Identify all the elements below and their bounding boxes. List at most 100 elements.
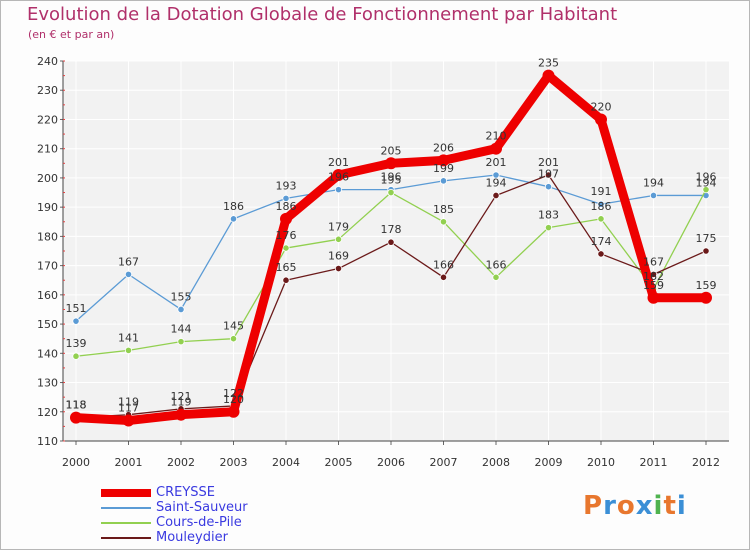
data-label: 194: [486, 176, 507, 189]
data-point: [544, 183, 553, 191]
data-label: 179: [328, 220, 349, 233]
data-point: [177, 305, 185, 314]
data-point: [227, 405, 240, 418]
data-point: [72, 317, 80, 325]
data-point: [280, 212, 292, 225]
data-label: 120: [223, 393, 244, 406]
data-label: 166: [486, 258, 507, 271]
data-point: [332, 169, 345, 181]
data-point: [124, 270, 133, 278]
data-point: [490, 142, 502, 155]
x-tick-label: 2012: [692, 456, 720, 469]
data-label: 195: [381, 174, 402, 187]
data-label: 155: [171, 290, 192, 303]
data-point: [70, 411, 82, 424]
data-label: 185: [433, 203, 454, 216]
data-point: [334, 186, 343, 194]
y-tick-label: 110: [37, 435, 58, 448]
data-point: [544, 171, 553, 179]
data-label: 166: [433, 258, 454, 271]
data-point: [439, 218, 448, 226]
data-label: 194: [696, 176, 717, 189]
legend-label: Cours-de-Pile: [156, 515, 242, 530]
data-point: [282, 194, 290, 202]
data-label: 201: [328, 156, 349, 169]
x-tick-label: 2010: [587, 456, 615, 469]
legend-swatch: [101, 489, 151, 497]
data-point: [334, 264, 343, 273]
data-point: [439, 273, 448, 281]
data-point: [597, 200, 605, 208]
data-label: 174: [591, 235, 612, 248]
legend: CREYSSE Saint-Sauveur Cours-de-Pile Mouleyd…: [101, 485, 361, 545]
data-point: [437, 154, 450, 167]
data-label: 210: [486, 130, 507, 143]
x-tick-label: 2000: [62, 456, 90, 469]
data-label: 169: [328, 250, 349, 263]
data-label: 193: [276, 179, 297, 192]
y-tick-label: 160: [37, 289, 58, 302]
legend-swatch: [101, 537, 151, 539]
data-label: 139: [66, 337, 87, 350]
chart-subtitle: (en € et par an): [28, 28, 115, 41]
y-tick-label: 170: [37, 260, 58, 273]
x-tick-label: 2003: [220, 456, 248, 469]
y-tick-label: 140: [37, 347, 58, 360]
data-point: [72, 352, 80, 360]
data-point: [282, 276, 290, 284]
data-point: [177, 338, 185, 346]
data-label: 165: [276, 261, 297, 274]
legend-label: Saint-Sauveur: [156, 500, 248, 515]
data-label: 167: [643, 255, 664, 268]
data-label: 199: [433, 162, 454, 175]
data-point: [647, 291, 660, 304]
x-tick-label: 2008: [482, 456, 510, 469]
data-label: 206: [433, 141, 454, 154]
data-label: 151: [66, 302, 87, 315]
data-label: 186: [223, 200, 244, 213]
data-point: [175, 408, 187, 421]
data-label: 191: [591, 185, 612, 198]
legend-item: Mouleydier: [101, 530, 361, 545]
y-tick-label: 230: [37, 84, 58, 97]
data-label: 118: [66, 399, 87, 412]
data-label: 122: [223, 387, 244, 400]
data-point: [492, 191, 500, 200]
data-point: [385, 157, 397, 170]
x-tick-label: 2009: [535, 456, 563, 469]
data-point: [597, 215, 605, 223]
data-point: [702, 247, 710, 255]
data-label: 159: [643, 279, 664, 292]
data-label: 201: [538, 156, 559, 169]
chart-title: Evolution de la Dotation Globale de Fonc…: [27, 4, 618, 25]
legend-label: Mouleydier: [156, 530, 228, 545]
data-label: 186: [276, 200, 297, 213]
data-point: [124, 346, 133, 354]
data-label: 176: [276, 229, 297, 242]
legend-item: CREYSSE: [101, 485, 361, 500]
x-tick-label: 2006: [377, 456, 405, 469]
data-point: [387, 238, 395, 246]
data-point: [282, 244, 290, 252]
data-point: [597, 250, 605, 258]
data-label: 201: [486, 156, 507, 169]
y-tick-label: 190: [37, 201, 58, 214]
data-label: 196: [328, 171, 349, 184]
y-tick-label: 120: [37, 406, 58, 419]
data-label: 144: [171, 323, 192, 336]
data-label: 162: [643, 270, 664, 283]
data-point: [492, 171, 500, 179]
data-label: 235: [538, 57, 559, 70]
data-label: 118: [66, 399, 87, 412]
y-tick-label: 240: [37, 55, 58, 68]
proxiti-logo: Proxiti: [583, 491, 687, 521]
data-point: [702, 186, 710, 194]
x-tick-label: 2005: [325, 456, 353, 469]
data-point: [229, 215, 238, 223]
x-tick-label: 2002: [167, 456, 195, 469]
data-label: 121: [171, 390, 192, 403]
data-point: [387, 188, 395, 197]
data-point: [542, 69, 555, 82]
data-label: 159: [696, 279, 717, 292]
data-label: 186: [591, 200, 612, 213]
